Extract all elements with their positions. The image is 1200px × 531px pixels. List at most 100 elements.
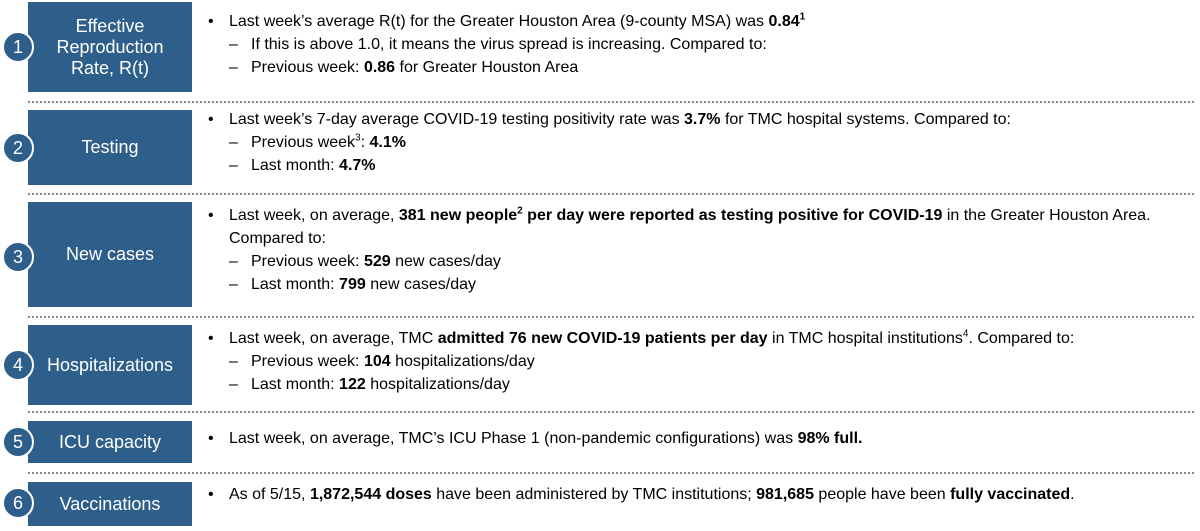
emphasis-text: fully vaccinated [950, 486, 1071, 503]
section-label-box: Effective Reproduction Rate, R(t) [28, 2, 192, 92]
emphasis-text: 529 [363, 253, 391, 270]
dash-symbol: – [229, 36, 238, 53]
text-run: Previous week: [251, 59, 364, 76]
emphasis-text: per day were reported as testing positiv… [522, 207, 943, 224]
emphasis-text: 4.7% [339, 157, 376, 174]
footnote-marker: 2 [517, 205, 523, 217]
section-content: • As of 5/15, 1,872,544 doses have been a… [208, 483, 1194, 506]
dash-symbol: – [229, 134, 238, 151]
section-number-badge: 1 [2, 31, 34, 63]
section-divider [28, 316, 1194, 318]
footnote-marker: 4 [962, 328, 969, 340]
sub-point: – Last month: 122 hospitalizations/day [208, 373, 1194, 396]
section-number-badge: 4 [2, 349, 34, 381]
emphasis-text: 0.84 [768, 13, 800, 30]
text-run: Previous week: [251, 353, 364, 370]
text-run: in TMC hospital institutions [767, 330, 963, 347]
section-label: New cases [66, 244, 154, 265]
bullet-symbol: • [208, 111, 214, 128]
section-number-badge: 6 [2, 487, 34, 519]
section-label-box: Testing [28, 110, 192, 185]
sub-point: – If this is above 1.0, it means the viru… [208, 33, 1194, 56]
text-run: for Greater Houston Area [395, 59, 579, 76]
section-number-badge: 3 [2, 241, 34, 273]
text-run: Last week, on average, TMC [229, 330, 438, 347]
text-run: hospitalizations/day [365, 376, 510, 393]
text-run: Previous week: [251, 253, 364, 270]
text-run: people have been [813, 486, 951, 503]
text-run: Last week, on average, [229, 207, 399, 224]
emphasis-text: 98% full. [797, 430, 863, 447]
section-label: Vaccinations [60, 494, 161, 515]
bullet-point: • Last week, on average, TMC’s ICU Phase … [208, 427, 1194, 450]
section-divider [28, 193, 1194, 195]
sub-point: – Previous week: 529 new cases/day [208, 250, 1194, 273]
text-run: Previous week [251, 134, 356, 151]
emphasis-text: 799 [339, 276, 366, 293]
sub-point: – Last month: 799 new cases/day [208, 273, 1194, 296]
emphasis-text: 1,872,544 doses [309, 486, 432, 503]
bullet-point: • Last week’s average R(t) for the Greate… [208, 10, 1194, 33]
text-run: Last week’s 7-day average COVID-19 testi… [229, 111, 685, 128]
section-label-box: Vaccinations [28, 482, 192, 526]
emphasis-text: 981,685 [756, 486, 814, 503]
text-run: have been administered by TMC institutio… [431, 486, 757, 503]
text-run: new cases/day [365, 276, 477, 293]
text-run: in the Greater Houston Area. Compared to… [229, 207, 1151, 247]
section-label-box: New cases [28, 202, 192, 307]
section-label: ICU capacity [59, 432, 161, 453]
sub-point: – Previous week: 104 hospitalizations/day [208, 350, 1194, 373]
section-label-line: Rate, R(t) [70, 57, 149, 78]
text-run: Last month: [251, 376, 340, 393]
dash-symbol: – [229, 59, 238, 76]
bullet-symbol: • [208, 430, 214, 447]
section-label: Effective Reproduction Rate, R(t) [56, 16, 163, 79]
bullet-symbol: • [208, 486, 214, 503]
bullet-point: • Last week, on average, 381 new people2 … [208, 204, 1194, 250]
footnote-marker: 3 [355, 132, 361, 144]
sub-point: – Previous week: 0.86 for Greater Houston… [208, 56, 1194, 79]
section-content: • Last week’s 7-day average COVID-19 test… [208, 108, 1194, 177]
bullet-point: • As of 5/15, 1,872,544 doses have been a… [208, 483, 1194, 506]
text-run: : [360, 134, 370, 151]
emphasis-text: 3.7% [684, 111, 721, 128]
section-divider [28, 411, 1194, 413]
text-run: Last month: [251, 276, 340, 293]
emphasis-text: 122 [339, 376, 366, 393]
emphasis-text: 104 [363, 353, 391, 370]
text-run: . [1070, 486, 1075, 503]
bullet-symbol: • [208, 13, 214, 30]
bullet-point: • Last week’s 7-day average COVID-19 test… [208, 108, 1194, 131]
section-label-box: Hospitalizations [28, 325, 192, 405]
section-content: • Last week, on average, 381 new people2 … [208, 204, 1194, 296]
section-divider [28, 101, 1194, 103]
emphasis-text: admitted 76 new COVID-19 patients per da… [437, 330, 768, 347]
dash-symbol: – [229, 157, 238, 174]
text-run: new cases/day [390, 253, 501, 270]
section-label-line: New cases [65, 244, 155, 264]
sub-point: – Previous week3: 4.1% [208, 131, 1194, 154]
text-run: . Compared to: [968, 330, 1075, 347]
footnote-marker: 1 [799, 11, 806, 23]
dash-symbol: – [229, 276, 238, 293]
text-run: Last month: [251, 157, 340, 174]
section-label: Hospitalizations [47, 355, 173, 376]
dash-symbol: – [229, 253, 238, 270]
section-divider [28, 472, 1194, 474]
section-number-badge: 2 [2, 132, 34, 164]
section-label-line: ICU capacity [58, 431, 162, 452]
emphasis-text: 381 new people [398, 207, 518, 224]
text-run: Last week, on average, TMC’s ICU Phase 1… [229, 430, 798, 447]
section-content: • Last week, on average, TMC’s ICU Phase … [208, 427, 1194, 450]
section-label-line: Reproduction [56, 36, 164, 57]
section-number-badge: 5 [2, 426, 34, 458]
section-label: Testing [81, 137, 138, 158]
bullet-point: • Last week, on average, TMC admitted 76 … [208, 327, 1194, 350]
text-run: Last week’s average R(t) for the Greater… [229, 13, 769, 30]
section-content: • Last week’s average R(t) for the Greate… [208, 10, 1194, 79]
section-label-line: Hospitalizations [46, 354, 174, 375]
text-run: hospitalizations/day [390, 353, 535, 370]
sub-point: – Last month: 4.7% [208, 154, 1194, 177]
dash-symbol: – [229, 353, 238, 370]
section-label-line: Testing [81, 137, 139, 157]
